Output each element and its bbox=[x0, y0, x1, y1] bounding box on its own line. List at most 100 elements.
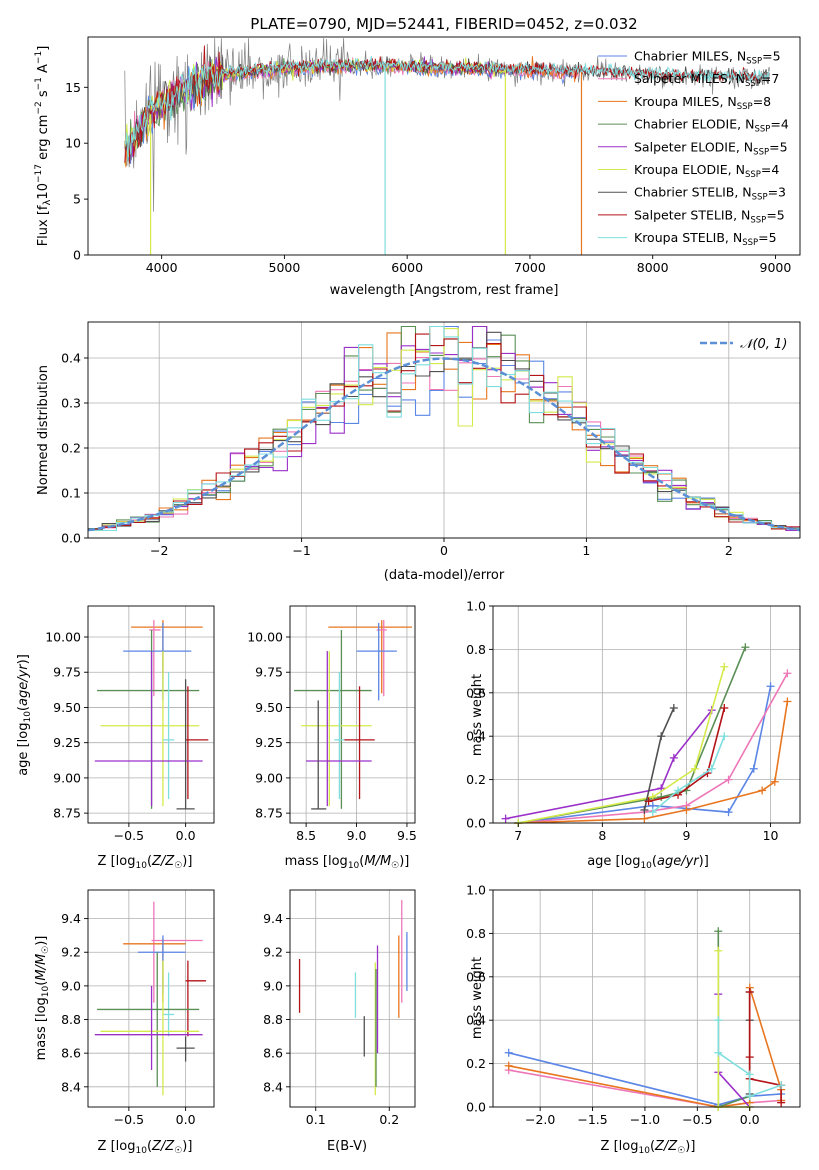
y-tick-label: 0.2 bbox=[466, 772, 486, 787]
x-tick-label: 1 bbox=[582, 543, 590, 558]
mass-z-plot: −0.5 0.0 8.4 8.6 8.8 9.0 9.2 9.4 bbox=[61, 889, 215, 1127]
y-tick-label: 9.2 bbox=[61, 945, 81, 960]
weight-series-line bbox=[518, 666, 726, 824]
mass-ebv-plot: 0.1 0.2 8.4 8.6 8.8 9.0 9.2 9.4 bbox=[263, 889, 416, 1127]
weight-series-line bbox=[505, 709, 713, 820]
age-z-y-label: age [log10(age/yr)] bbox=[16, 654, 33, 776]
axes-group: −2.0 −1.5 −1.0 −0.5 0.0 0.0 0.2 0.4 0.6 0.8 1.0 bbox=[466, 883, 801, 1127]
grid-group bbox=[290, 890, 415, 1107]
y-tick-label: 9.50 bbox=[255, 700, 283, 715]
weight-z-y-label: mass weight bbox=[470, 957, 485, 1039]
y-tick-label: 8.8 bbox=[61, 1012, 81, 1027]
data-group bbox=[501, 643, 792, 827]
x-tick-label: 9.5 bbox=[397, 828, 417, 843]
y-tick-label: 9.75 bbox=[53, 665, 81, 680]
legend-label: Chabrier ELODIE, NSSP=4 bbox=[634, 117, 789, 135]
x-tick-label: 8.5 bbox=[296, 828, 316, 843]
residuals-series-group bbox=[87, 325, 801, 532]
data-group bbox=[294, 620, 412, 810]
spectrum-x-label: wavelength [Angstrom, rest frame] bbox=[330, 283, 559, 298]
age-mass-x-label: mass [log10(M/M☉)] bbox=[285, 854, 410, 871]
y-tick-label: 9.00 bbox=[255, 770, 283, 785]
residuals-panel: −2 −1 0 1 2 0.0 0.1 0.2 0.3 0.4 (data-model)/erro… bbox=[36, 321, 801, 583]
spectrum-series-group bbox=[124, 38, 770, 255]
y-tick-label: 0.4 bbox=[61, 351, 81, 366]
mass-ebv-x-label: E(B-V) bbox=[327, 1139, 367, 1154]
weight-z-panel: −2.0 −1.5 −1.0 −0.5 0.0 0.0 0.2 0.4 0.6 0.8 1.0 Z … bbox=[466, 883, 801, 1156]
spectrum-axes: 4000 5000 6000 7000 8000 9000 0 5 10 15 bbox=[65, 36, 801, 275]
x-tick-label: 5000 bbox=[269, 260, 301, 275]
weight-age-plot: 7 8 9 10 0.0 0.2 0.4 0.6 0.8 1.0 bbox=[466, 599, 801, 843]
residuals-x-label: (data-model)/error bbox=[384, 568, 505, 583]
weight-series-line bbox=[652, 735, 726, 813]
x-tick-label: 0.0 bbox=[176, 828, 196, 843]
weight-series-line bbox=[508, 1052, 782, 1106]
y-tick-label: 9.4 bbox=[263, 911, 283, 926]
axes-frame bbox=[289, 605, 416, 824]
y-tick-label: 0.0 bbox=[466, 1100, 486, 1115]
x-tick-label: 2 bbox=[725, 543, 733, 558]
legend-label: Kroupa STELIB, NSSP=5 bbox=[634, 230, 777, 248]
axes-group: 8.5 9.0 9.5 8.75 9.00 9.25 9.50 9.75 10.00 bbox=[247, 605, 417, 843]
x-tick-label: 6000 bbox=[391, 260, 423, 275]
axes-frame bbox=[87, 605, 215, 824]
normal-curve bbox=[87, 357, 801, 532]
y-tick-label: 0 bbox=[73, 248, 81, 263]
y-tick-label: 10.00 bbox=[247, 630, 283, 645]
y-tick-label: 9.50 bbox=[53, 700, 81, 715]
spectrum-title: PLATE=0790, MJD=52441, FIBERID=0452, z=0… bbox=[250, 15, 637, 33]
x-tick-label: 7 bbox=[514, 828, 522, 843]
y-tick-label: 0.1 bbox=[61, 486, 81, 501]
data-group bbox=[298, 900, 408, 1096]
x-tick-label: −2 bbox=[150, 543, 168, 558]
y-tick-label: 9.0 bbox=[61, 978, 81, 993]
y-tick-label: 0.2 bbox=[466, 1056, 486, 1071]
y-tick-label: 8.6 bbox=[61, 1046, 81, 1061]
axes-group: −0.5 0.0 8.75 9.00 9.25 9.50 9.75 10.00 bbox=[45, 605, 215, 843]
x-tick-label: 7000 bbox=[514, 260, 546, 275]
mass-ebv-panel: 0.1 0.2 8.4 8.6 8.8 9.0 9.2 9.4 E(B-V) bbox=[263, 889, 416, 1154]
y-tick-label: 1.0 bbox=[466, 599, 486, 614]
x-tick-label: 0.0 bbox=[176, 1112, 196, 1127]
x-tick-label: 0.2 bbox=[379, 1112, 399, 1127]
age-mass-panel: 8.5 9.0 9.5 8.75 9.00 9.25 9.50 9.75 10.00 mass … bbox=[247, 605, 417, 871]
y-tick-label: 0.2 bbox=[61, 441, 81, 456]
weight-age-panel: 7 8 9 10 0.0 0.2 0.4 0.6 0.8 1.0 age [log10(age/y… bbox=[466, 599, 801, 871]
legend-label: Chabrier MILES, NSSP=5 bbox=[634, 49, 781, 67]
residual-histogram bbox=[88, 325, 800, 531]
y-tick-label: 9.00 bbox=[53, 770, 81, 785]
legend-label: Kroupa ELODIE, NSSP=4 bbox=[634, 162, 779, 180]
grid-group bbox=[290, 606, 415, 823]
axes-frame bbox=[87, 36, 801, 256]
x-tick-label: 0.0 bbox=[740, 1112, 760, 1127]
y-tick-label: 0.4 bbox=[466, 729, 486, 744]
weight-z-plot: −2.0 −1.5 −1.0 −0.5 0.0 0.0 0.2 0.4 0.6 0.8 1.0 bbox=[466, 883, 801, 1127]
age-mass-plot: 8.5 9.0 9.5 8.75 9.00 9.25 9.50 9.75 10.00 bbox=[247, 605, 417, 843]
y-tick-label: 10 bbox=[65, 136, 81, 151]
legend-label: Kroupa MILES, NSSP=8 bbox=[634, 94, 771, 112]
legend-label: Salpeter ELODIE, NSSP=5 bbox=[634, 139, 788, 157]
residual-histogram bbox=[88, 331, 800, 530]
x-tick-label: −1.0 bbox=[630, 1112, 660, 1127]
y-tick-label: 8.4 bbox=[263, 1079, 283, 1094]
axes-group: 7 8 9 10 0.0 0.2 0.4 0.6 0.8 1.0 bbox=[466, 599, 801, 843]
spectrum-legend: Chabrier MILES, NSSP=5 Salpeter MILES, NS… bbox=[598, 49, 789, 248]
y-tick-label: 8.4 bbox=[61, 1079, 81, 1094]
y-tick-label: 9.2 bbox=[263, 945, 283, 960]
mass-z-panel: −0.5 0.0 8.4 8.6 8.8 9.0 9.2 9.4 Z [log10(Z/Z☉)… bbox=[34, 889, 215, 1156]
age-z-panel: −0.5 0.0 8.75 9.00 9.25 9.50 9.75 10.00 Z [log1… bbox=[16, 605, 215, 871]
axes-frame bbox=[492, 605, 801, 824]
x-tick-label: −1.5 bbox=[577, 1112, 607, 1127]
x-tick-label: 4000 bbox=[146, 260, 178, 275]
x-tick-label: 8000 bbox=[637, 260, 669, 275]
x-tick-label: −2.0 bbox=[525, 1112, 555, 1127]
y-tick-label: 9.25 bbox=[53, 735, 81, 750]
weight-age-y-label: mass weight bbox=[470, 674, 485, 756]
y-tick-label: 15 bbox=[65, 80, 81, 95]
y-tick-label: 10.00 bbox=[45, 630, 81, 645]
x-tick-label: 9000 bbox=[760, 260, 792, 275]
data-group bbox=[94, 901, 207, 1096]
x-tick-label: 8 bbox=[598, 828, 606, 843]
axes-group: −0.5 0.0 8.4 8.6 8.8 9.0 9.2 9.4 bbox=[61, 889, 215, 1127]
